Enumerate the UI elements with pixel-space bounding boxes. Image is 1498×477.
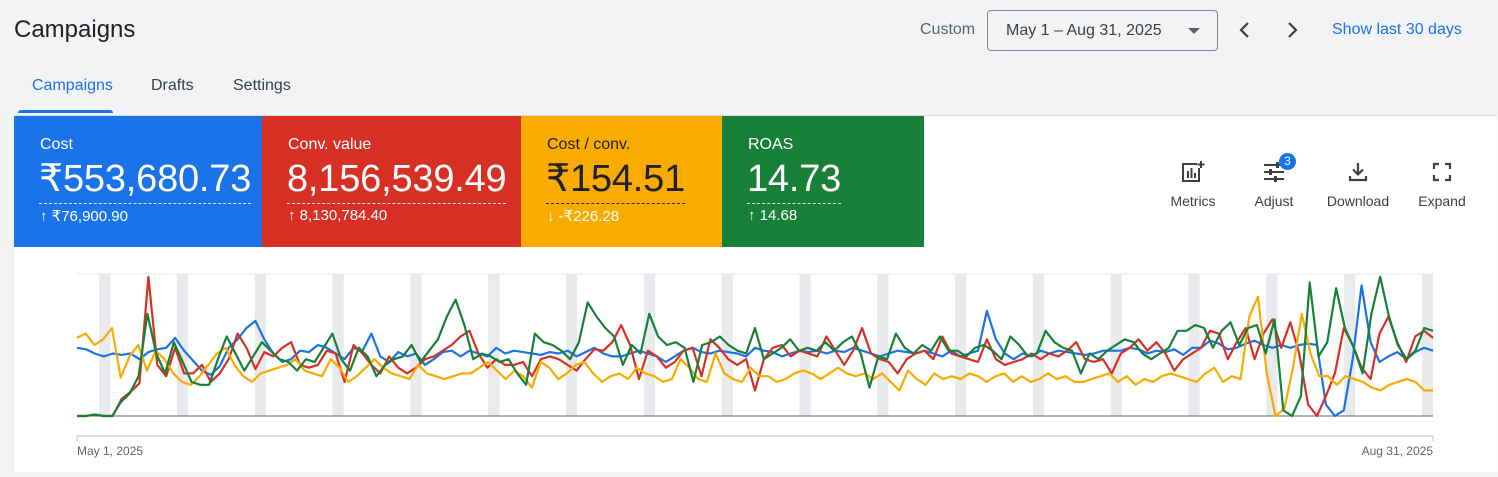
metric-value: ₹553,680.73 <box>39 158 251 204</box>
arrow-up-icon: ↑ <box>748 207 756 224</box>
weekend-band <box>1032 274 1044 416</box>
weekend-band <box>1188 274 1200 416</box>
custom-label: Custom <box>920 21 976 38</box>
metric-value: 8,156,539.49 <box>287 158 507 204</box>
date-range-value: May 1 – Aug 31, 2025 <box>1006 22 1162 39</box>
adjust-badge: 3 <box>1279 153 1296 170</box>
adjust-label: Adjust <box>1254 193 1294 209</box>
weekend-band <box>177 274 189 416</box>
adjust-button[interactable]: 3 Adjust <box>1239 153 1309 209</box>
metrics-button[interactable]: Metrics <box>1158 160 1228 209</box>
weekend-band <box>566 274 578 416</box>
show-last-30-days-link[interactable]: Show last 30 days <box>1332 21 1462 38</box>
weekend-band <box>488 274 500 416</box>
tab-drafts[interactable]: Drafts <box>151 77 194 94</box>
series-line-conv-value <box>77 275 1434 418</box>
arrow-up-icon: ↑ <box>40 208 48 225</box>
metric-card-roas[interactable]: ROAS 14.73 ↑ 14.68 <box>722 116 924 247</box>
metric-card-cost[interactable]: Cost ₹553,680.73 ↑ ₹76,900.90 <box>14 116 262 247</box>
weekend-band <box>1344 274 1356 416</box>
metric-delta-value: ₹76,900.90 <box>51 208 128 225</box>
date-range-select[interactable]: May 1 – Aug 31, 2025 <box>987 10 1218 51</box>
weekend-band <box>1266 274 1278 416</box>
metric-card-cost-per-conv[interactable]: Cost / conv. ₹154.51 ↓ -₹226.28 <box>521 116 722 247</box>
series-line-roas <box>77 275 1434 418</box>
performance-line-chart: May 1, 2025 Aug 31, 2025 <box>76 273 1434 458</box>
weekend-band <box>332 274 344 416</box>
chevron-left-icon <box>1239 22 1249 38</box>
weekend-band <box>99 274 111 416</box>
metric-delta: ↓ -₹226.28 <box>547 207 619 225</box>
metric-label: Conv. value <box>288 136 372 153</box>
x-tick-label-start: May 1, 2025 <box>77 444 143 458</box>
metric-delta: ↑ 8,130,784.40 <box>288 207 387 224</box>
series-line-cost-conv <box>76 295 1433 418</box>
metric-delta-value: -₹226.28 <box>558 208 620 225</box>
download-label: Download <box>1326 193 1390 209</box>
metric-card-conv-value[interactable]: Conv. value 8,156,539.49 ↑ 8,130,784.40 <box>262 116 521 247</box>
arrow-down-icon: ↓ <box>547 208 555 225</box>
page-title: Campaigns <box>14 16 136 43</box>
caret-down-icon <box>1188 28 1200 34</box>
weekend-band <box>643 274 655 416</box>
weekend-bands <box>99 274 1433 416</box>
top-bar: Campaigns Custom May 1 – Aug 31, 2025 Sh… <box>0 0 1498 115</box>
expand-icon <box>1432 162 1452 182</box>
metric-delta: ↑ ₹76,900.90 <box>40 207 128 225</box>
metrics-label: Metrics <box>1170 193 1216 209</box>
download-button[interactable]: Download <box>1323 160 1393 209</box>
metrics-icon <box>1182 161 1205 182</box>
metric-delta: ↑ 14.68 <box>748 207 797 224</box>
weekend-band <box>877 274 889 416</box>
tab-settings[interactable]: Settings <box>233 77 291 94</box>
overview-panel: Cost ₹553,680.73 ↑ ₹76,900.90 Conv. valu… <box>14 115 1497 472</box>
expand-button[interactable]: Expand <box>1407 160 1477 209</box>
expand-label: Expand <box>1418 193 1466 209</box>
weekend-band <box>799 274 811 416</box>
metric-value: ₹154.51 <box>546 158 685 204</box>
metric-value: 14.73 <box>747 158 841 204</box>
x-tick-label-end: Aug 31, 2025 <box>1362 444 1434 458</box>
series-line-cost <box>76 284 1434 418</box>
series-lines <box>76 275 1434 418</box>
weekend-band <box>1421 274 1433 416</box>
arrow-up-icon: ↑ <box>288 207 296 224</box>
tab-campaigns[interactable]: Campaigns <box>32 77 113 94</box>
weekend-band <box>410 274 422 416</box>
metric-label: Cost <box>40 136 73 153</box>
metric-delta-value: 14.68 <box>759 207 798 224</box>
active-tab-indicator <box>18 110 113 113</box>
previous-period-button[interactable] <box>1229 14 1261 46</box>
metric-delta-value: 8,130,784.40 <box>299 207 388 224</box>
download-icon <box>1348 163 1368 182</box>
metric-label: ROAS <box>748 136 794 153</box>
chevron-right-icon <box>1288 22 1298 38</box>
weekend-band <box>955 274 967 416</box>
metric-label: Cost / conv. <box>547 136 631 153</box>
next-period-button[interactable] <box>1276 14 1308 46</box>
